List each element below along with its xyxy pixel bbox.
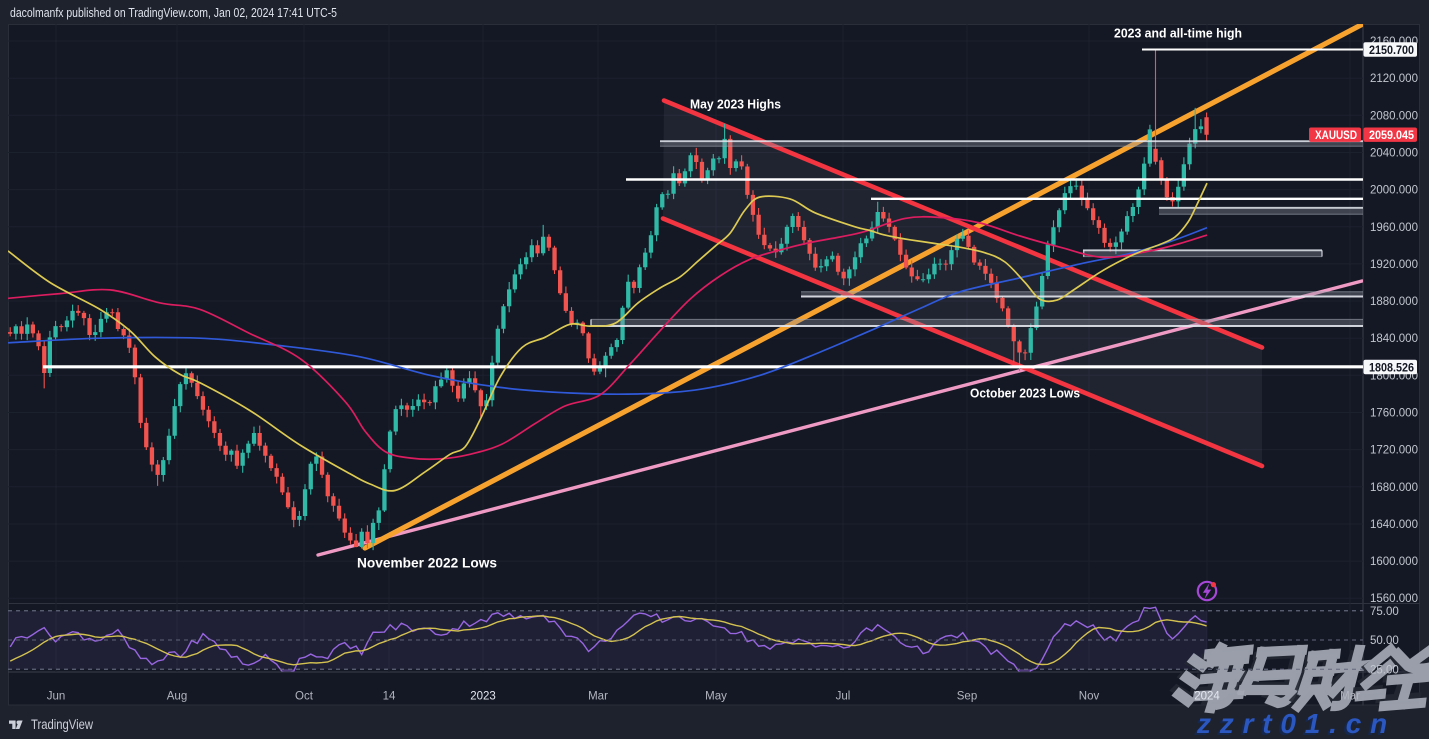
svg-text:1808.526: 1808.526 (1369, 362, 1414, 374)
svg-text:May: May (705, 691, 727, 703)
svg-text:2059.045: 2059.045 (1369, 130, 1415, 142)
svg-text:1640.000: 1640.000 (1370, 519, 1418, 531)
svg-text:Oct: Oct (295, 691, 314, 703)
svg-text:2024: 2024 (1194, 691, 1220, 703)
svg-text:1680.000: 1680.000 (1370, 482, 1418, 494)
svg-text:1760.000: 1760.000 (1370, 408, 1418, 420)
svg-text:2023 and all-time high: 2023 and all-time high (1114, 26, 1242, 41)
svg-text:1880.000: 1880.000 (1370, 296, 1418, 308)
svg-text:Aug: Aug (167, 691, 187, 703)
svg-text:1920.000: 1920.000 (1370, 259, 1418, 271)
svg-text:Jun: Jun (47, 691, 66, 703)
svg-text:2023: 2023 (470, 691, 496, 703)
svg-text:2000.000: 2000.000 (1370, 185, 1418, 197)
svg-text:2150.700: 2150.700 (1369, 45, 1414, 57)
svg-text:2040.000: 2040.000 (1370, 148, 1418, 160)
svg-text:October 2023 Lows: October 2023 Lows (970, 386, 1080, 401)
svg-text:May 2023 Highs: May 2023 Highs (690, 97, 781, 112)
svg-text:1600.000: 1600.000 (1370, 556, 1418, 568)
svg-text:2080.000: 2080.000 (1370, 110, 1418, 122)
svg-text:2120.000: 2120.000 (1370, 73, 1418, 85)
svg-text:Jul: Jul (836, 691, 851, 703)
svg-text:Mar: Mar (1340, 691, 1360, 703)
svg-text:14: 14 (383, 691, 396, 703)
svg-text:Nov: Nov (1079, 691, 1100, 703)
svg-text:1960.000: 1960.000 (1370, 222, 1418, 234)
svg-text:TradingView: TradingView (31, 717, 93, 732)
svg-text:1840.000: 1840.000 (1370, 333, 1418, 345)
svg-text:Mar: Mar (588, 691, 608, 703)
svg-text:zzrt01.cn: zzrt01.cn (1196, 708, 1396, 739)
svg-text:zzrt01.cn: zzrt01.cn (1194, 710, 1394, 739)
svg-text:Sep: Sep (957, 691, 977, 703)
svg-text:XAUUSD: XAUUSD (1315, 130, 1357, 142)
svg-text:1560.000: 1560.000 (1370, 593, 1418, 605)
svg-text:November 2022 Lows: November 2022 Lows (357, 555, 497, 571)
svg-text:1720.000: 1720.000 (1370, 445, 1418, 457)
svg-text:25.00: 25.00 (1370, 664, 1399, 676)
svg-text:dacolmanfx published on Tradin: dacolmanfx published on TradingView.com,… (10, 5, 337, 20)
svg-text:75.00: 75.00 (1370, 606, 1399, 618)
svg-text:50.00: 50.00 (1370, 635, 1399, 647)
